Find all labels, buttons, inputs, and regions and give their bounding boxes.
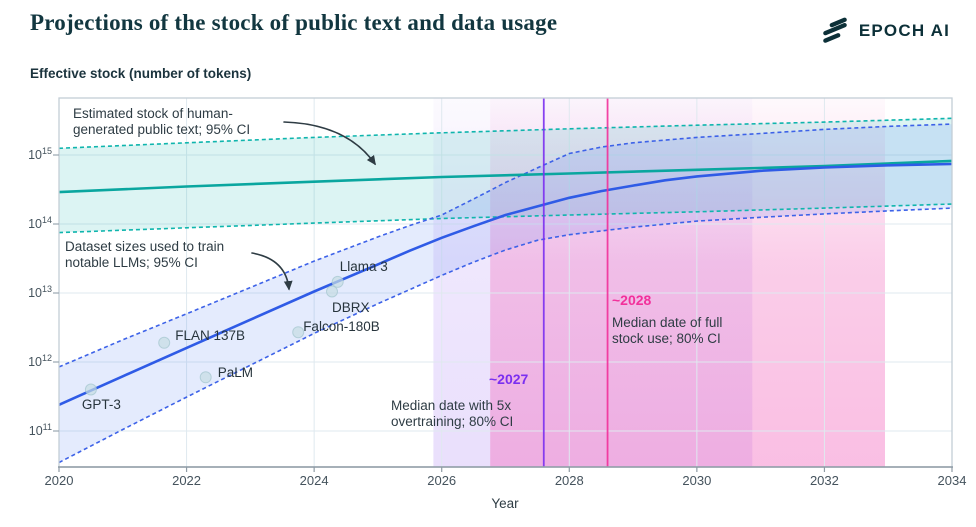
point-label-palm: PaLM <box>217 365 253 381</box>
x-tick-label: 2020 <box>44 473 74 488</box>
scatter-point-falcon-180b <box>292 326 305 339</box>
event-ci-band-2028 <box>490 98 885 467</box>
dataset-median-line <box>58 162 953 406</box>
x-tick-label: 2030 <box>682 473 712 488</box>
event-label-2027: ~2027 <box>489 371 529 387</box>
y-axis-title: Effective stock (number of tokens) <box>30 66 252 81</box>
scatter-point-palm <box>199 371 212 384</box>
y-tick-label: 1015 <box>28 146 52 163</box>
event-desc-full-stock: Median date of full stock use; 80% CI <box>612 315 723 347</box>
dataset-ci-band <box>59 124 952 463</box>
point-label-flan-137b: FLAN 137B <box>175 327 246 343</box>
scatter-point-gpt-3 <box>84 383 97 396</box>
point-label-falcon-180b: Falcon-180B <box>303 319 380 335</box>
arrow-to-human-stock-line <box>283 121 376 166</box>
x-tick-label: 2026 <box>427 473 457 488</box>
human-stock-median-line <box>58 159 953 194</box>
epoch-logo-icon <box>820 16 850 46</box>
x-tick-label: 2022 <box>172 473 202 488</box>
x-tick-label: 2032 <box>809 473 839 488</box>
x-axis-title: Year <box>491 496 519 511</box>
y-tick-label: 1011 <box>28 422 52 439</box>
scatter-point-flan-137b <box>158 336 171 349</box>
x-tick-label: 2034 <box>937 473 967 488</box>
dataset-ci-lower <box>58 207 953 464</box>
point-label-gpt-3: GPT-3 <box>81 397 121 413</box>
annotation-datasets: Dataset sizes used to train notable LLMs… <box>65 239 225 271</box>
y-tick-label: 1014 <box>28 215 52 232</box>
scatter-point-llama-3 <box>331 275 344 288</box>
annotation-human-stock: Estimated stock of human- generated publ… <box>73 106 251 138</box>
dataset-ci-upper <box>58 123 953 368</box>
x-tick-label: 2028 <box>554 473 584 488</box>
human-stock-ci-upper <box>58 117 953 150</box>
point-label-llama-3: Llama 3 <box>339 258 388 274</box>
x-tick-label: 2024 <box>299 473 329 488</box>
y-tick-label: 1012 <box>28 353 52 370</box>
scatter-point-dbrx <box>326 285 338 298</box>
arrow-to-dataset-line <box>251 252 293 291</box>
event-label-2028: ~2028 <box>612 292 652 308</box>
brand-name: EPOCH AI <box>858 21 950 40</box>
human-stock-ci-lower <box>58 203 953 234</box>
point-label-dbrx: DBRX <box>332 299 370 315</box>
brand-logo: EPOCH AI <box>820 16 950 46</box>
page-title: Projections of the stock of public text … <box>30 10 558 35</box>
y-tick-label: 1013 <box>28 284 52 301</box>
event-desc-overtraining: Median date with 5x overtraining; 80% CI <box>391 398 514 430</box>
